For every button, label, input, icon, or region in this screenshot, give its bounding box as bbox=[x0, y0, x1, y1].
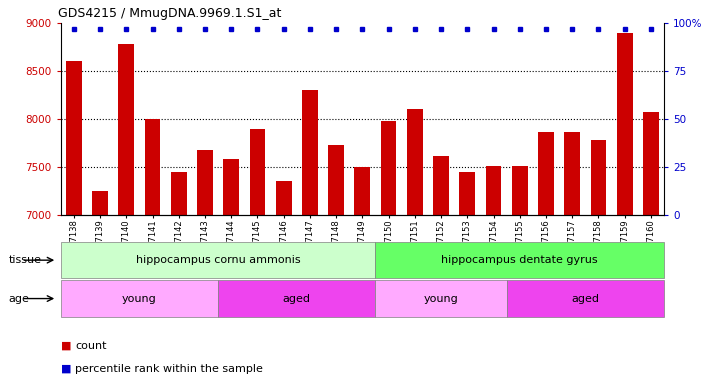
Bar bbox=[354, 167, 371, 215]
Bar bbox=[459, 172, 475, 215]
Bar bbox=[590, 140, 606, 215]
Bar bbox=[92, 191, 108, 215]
Text: tissue: tissue bbox=[9, 255, 41, 265]
Bar bbox=[119, 44, 134, 215]
Text: ■: ■ bbox=[61, 364, 71, 374]
Text: age: age bbox=[9, 293, 29, 304]
Text: aged: aged bbox=[283, 293, 311, 304]
Bar bbox=[250, 129, 266, 215]
Text: percentile rank within the sample: percentile rank within the sample bbox=[75, 364, 263, 374]
Bar bbox=[381, 121, 396, 215]
Bar bbox=[328, 145, 344, 215]
Bar bbox=[538, 131, 554, 215]
Bar bbox=[276, 181, 291, 215]
Text: aged: aged bbox=[571, 293, 599, 304]
Bar bbox=[407, 109, 423, 215]
Bar bbox=[302, 90, 318, 215]
Text: count: count bbox=[75, 341, 106, 351]
Bar bbox=[171, 172, 186, 215]
Bar bbox=[486, 166, 501, 215]
Text: ■: ■ bbox=[61, 341, 71, 351]
Bar bbox=[223, 159, 239, 215]
Bar bbox=[564, 131, 580, 215]
Bar bbox=[145, 119, 161, 215]
Text: GDS4215 / MmugDNA.9969.1.S1_at: GDS4215 / MmugDNA.9969.1.S1_at bbox=[58, 7, 281, 20]
Bar bbox=[66, 61, 81, 215]
Text: hippocampus dentate gyrus: hippocampus dentate gyrus bbox=[441, 255, 598, 265]
Text: young: young bbox=[423, 293, 458, 304]
Bar bbox=[512, 166, 528, 215]
Bar bbox=[617, 33, 633, 215]
Bar bbox=[433, 156, 449, 215]
Text: young: young bbox=[122, 293, 157, 304]
Text: hippocampus cornu ammonis: hippocampus cornu ammonis bbox=[136, 255, 301, 265]
Bar bbox=[197, 150, 213, 215]
Bar bbox=[643, 112, 659, 215]
